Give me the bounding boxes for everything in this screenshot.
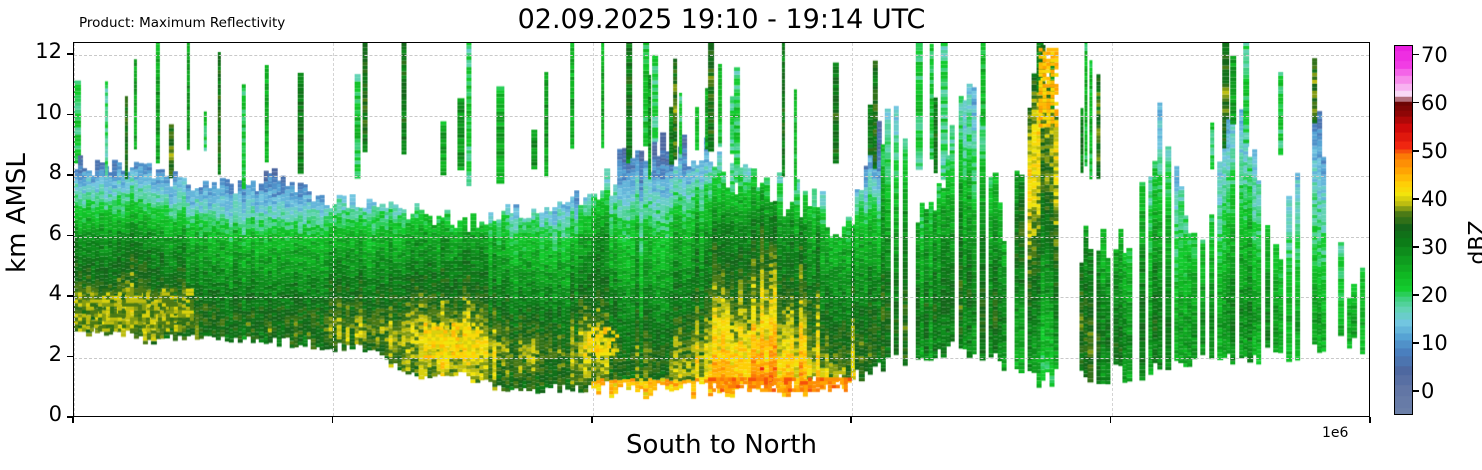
y-axis-tick-mark <box>67 416 73 418</box>
x-axis-tick-mark <box>72 417 74 423</box>
y-axis-tick-label: 2 <box>48 341 62 366</box>
colorbar-tick-mark <box>1413 101 1419 104</box>
y-axis-tick-label: 6 <box>48 220 62 245</box>
x-axis-tick-mark <box>591 417 593 423</box>
y-axis-tick-label: 0 <box>48 402 62 426</box>
y-axis-tick-label: 8 <box>48 160 62 185</box>
y-axis-tick-label: 12 <box>35 39 62 64</box>
y-axis-tick-mark <box>67 113 73 116</box>
y-axis-tick-mark <box>67 295 73 297</box>
y-axis-tick-mark <box>67 174 73 176</box>
colorbar-tick-mark <box>1413 149 1419 152</box>
colorbar-tick-label: 50 <box>1421 138 1448 163</box>
x-axis-tick-mark <box>1369 417 1371 423</box>
colorbar-tick-label: 40 <box>1421 186 1448 211</box>
x-axis-offset-text: 1e6 <box>1322 425 1349 441</box>
colorbar <box>1394 45 1413 415</box>
colorbar-tick-mark <box>1413 294 1419 296</box>
reflectivity-heatmap-canvas <box>74 43 1369 416</box>
y-axis-tick-mark <box>67 53 73 55</box>
plot-area <box>73 42 1370 417</box>
colorbar-tick-label: 10 <box>1421 330 1448 355</box>
y-axis-tick-mark <box>67 355 73 358</box>
colorbar-tick-label: 0 <box>1421 378 1435 403</box>
y-axis-tick-label: 10 <box>35 99 62 124</box>
y-axis-tick-label: 4 <box>48 281 62 306</box>
colorbar-tick-label: 60 <box>1421 90 1448 115</box>
colorbar-tick-mark <box>1413 197 1419 200</box>
colorbar-title: dBZ <box>1465 220 1482 265</box>
product-label: Product: Maximum Reflectivity <box>79 15 286 31</box>
x-axis-tick-mark <box>1109 417 1112 423</box>
colorbar-tick-mark <box>1413 53 1419 56</box>
figure-title: 02.09.2025 19:10 - 19:14 UTC <box>517 4 926 35</box>
colorbar-gradient <box>1395 46 1412 414</box>
x-axis-title: South to North <box>626 430 817 460</box>
colorbar-tick-mark <box>1413 342 1419 344</box>
colorbar-tick-label: 30 <box>1421 234 1448 259</box>
x-axis-tick-mark <box>331 417 334 423</box>
colorbar-tick-label: 70 <box>1421 42 1448 67</box>
y-axis-tick-mark <box>67 234 73 237</box>
colorbar-tick-mark <box>1413 390 1419 392</box>
colorbar-tick-mark <box>1413 246 1419 248</box>
colorbar-tick-label: 20 <box>1421 282 1448 307</box>
x-axis-tick-mark <box>850 417 852 423</box>
